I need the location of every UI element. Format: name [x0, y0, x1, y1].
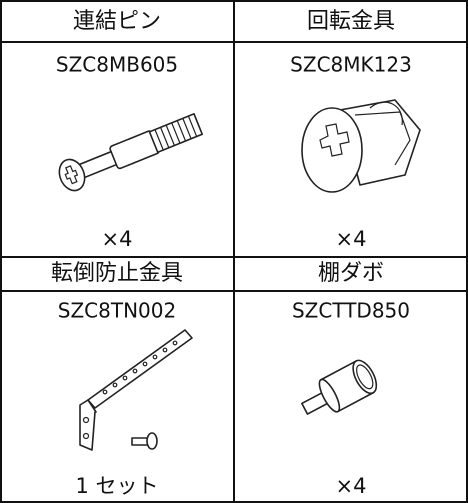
part-code: SZC8TN002: [58, 299, 176, 323]
part-name: 棚ダボ: [318, 261, 384, 286]
part-name: 連結ピン: [73, 9, 161, 34]
part-quantity: ×4: [102, 227, 133, 251]
part-name: 回転金具: [307, 9, 395, 34]
part-quantity: ×4: [336, 474, 367, 498]
part-code: SZC8MB605: [56, 53, 178, 77]
shelf-dowel-illustration: [301, 359, 378, 415]
part-quantity: ×4: [336, 227, 367, 251]
anti-tip-bracket-illustration: [79, 329, 193, 451]
part-code: SZC8MK123: [290, 53, 412, 77]
part-quantity: 1 セット: [75, 474, 158, 498]
rotating-fitting-illustration: [301, 99, 421, 193]
connecting-pin-illustration: [58, 113, 204, 192]
part-name: 転倒防止金具: [51, 261, 183, 286]
part-code: SZCTTD850: [292, 299, 410, 323]
